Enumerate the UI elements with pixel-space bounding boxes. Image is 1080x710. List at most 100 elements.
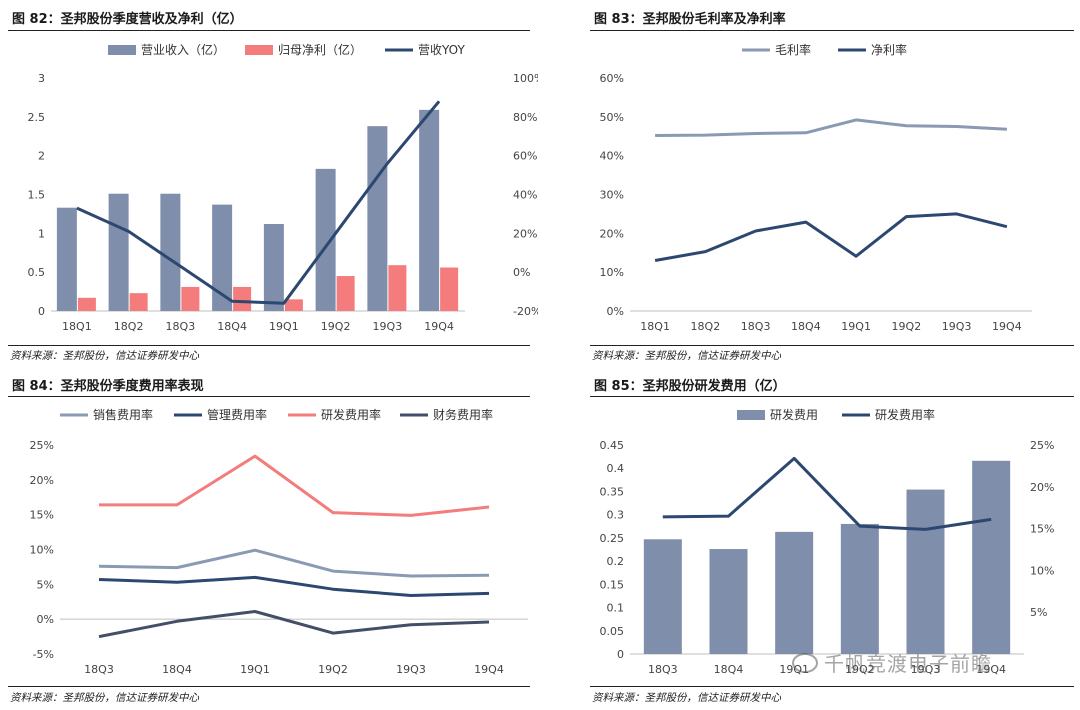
- chart-84-svg: -5% 0% 5% 10% 15% 20% 25% 18Q3 18Q4 19Q1 19Q2 19Q3 1…: [30, 407, 528, 676]
- bar: [440, 267, 459, 311]
- y-tick-label: -5%: [33, 648, 54, 661]
- legend-label: 管理费用率: [207, 407, 267, 422]
- series-line: [99, 454, 490, 517]
- wechat-icon: [792, 653, 818, 673]
- chart-85-svg: 0 0.05 0.1 0.15 0.2 0.25 0.3 0.35 0.4 0.45 5% 10% 15…: [600, 407, 1055, 676]
- y2-tick-label: 20%: [513, 227, 537, 240]
- y2-tick-label: 20%: [1030, 481, 1054, 494]
- chart-title: 图 85：圣邦股份研发费用（亿）: [594, 379, 786, 394]
- x-tick-label: 18Q3: [166, 320, 196, 333]
- legend-swatch: [108, 45, 136, 55]
- bar: [643, 539, 682, 654]
- x-tick-label: 18Q3: [648, 663, 678, 676]
- y2-tick-label: 80%: [513, 111, 537, 124]
- title-rule: [8, 30, 530, 31]
- chart-title: 图 84：圣邦股份季度费用率表现: [12, 379, 204, 394]
- x-tick-label: 19Q3: [373, 320, 403, 333]
- y2-tick-label: 40%: [513, 189, 537, 202]
- x-tick-label: 18Q2: [114, 320, 144, 333]
- y-tick-label: 0.3: [607, 509, 625, 522]
- title-rule: [8, 396, 530, 397]
- x-tick-label: 19Q2: [318, 663, 348, 676]
- x-tick-label: 18Q1: [640, 320, 670, 333]
- source-rule: [8, 686, 530, 687]
- y-tick-label: 15%: [30, 509, 54, 522]
- source-rule: [590, 686, 1074, 687]
- bar: [263, 224, 284, 311]
- y-tick-label: 3: [38, 72, 45, 85]
- y2-tick-label: 15%: [1030, 523, 1054, 536]
- x-tick-label: 18Q4: [162, 663, 192, 676]
- source-note: 资料来源：圣邦股份，信达证券研发中心: [10, 692, 199, 704]
- bar: [160, 193, 181, 311]
- bar: [315, 168, 336, 311]
- chart-title: 图 82：圣邦股份季度营收及净利（亿）: [12, 12, 243, 27]
- bar: [212, 204, 233, 311]
- legend-label: 研发费用: [770, 407, 818, 422]
- legend-label: 研发费用率: [875, 407, 935, 422]
- y-tick-label: 10%: [600, 266, 624, 279]
- source-note: 资料来源：圣邦股份，信达证券研发中心: [592, 350, 781, 362]
- x-tick-label: 18Q1: [62, 320, 92, 333]
- legend-swatch: [245, 45, 273, 55]
- y-tick-label: 30%: [600, 189, 624, 202]
- series-line: [98, 610, 490, 639]
- y-tick-label: 0.4: [607, 462, 625, 475]
- legend-label: 研发费用率: [321, 407, 381, 422]
- series-line: [98, 548, 490, 578]
- x-tick-label: 19Q2: [321, 320, 351, 333]
- x-tick-label: 19Q3: [942, 320, 972, 333]
- y2-tick-label: 0%: [513, 266, 530, 279]
- y-tick-label: 2.5: [28, 111, 46, 124]
- chart-83-svg: 0% 10% 20% 30% 40% 50% 60% 18Q1 18Q2 18Q3 18Q4 19Q1…: [600, 42, 1032, 333]
- bar: [906, 489, 945, 654]
- y-tick-label: 0: [38, 305, 45, 318]
- watermark-text: 千帆竞渡电子前瞻: [824, 652, 992, 676]
- y-tick-label: 1: [38, 227, 45, 240]
- bar: [972, 460, 1011, 654]
- series-line: [655, 118, 1007, 137]
- x-tick-label: 19Q4: [474, 663, 504, 676]
- x-tick-label: 18Q4: [217, 320, 247, 333]
- bar: [840, 523, 879, 654]
- bar: [336, 276, 355, 311]
- y-tick-label: 0: [617, 648, 624, 661]
- y2-tick-label: 100%: [513, 72, 538, 85]
- x-tick-label: 18Q3: [741, 320, 771, 333]
- legend-label: 毛利率: [775, 42, 811, 57]
- x-tick-label: 19Q3: [396, 663, 426, 676]
- bar: [129, 293, 148, 311]
- legend-label: 财务费用率: [433, 407, 493, 422]
- bar: [181, 286, 200, 311]
- legend-label: 销售费用率: [93, 407, 153, 422]
- y-tick-label: 0%: [37, 613, 54, 626]
- legend-label: 归母净利（亿）: [278, 42, 362, 57]
- bar: [56, 207, 77, 311]
- series-line: [76, 100, 441, 305]
- chart-82-svg: 0 0.5 1 1.5 2 2.5 3 -20% 0% 20% 40% 60% 80% 100% 18Q1 1…: [28, 42, 539, 333]
- watermark: 千帆竞渡电子前瞻: [792, 648, 992, 677]
- x-tick-label: 18Q4: [714, 663, 744, 676]
- y-tick-label: 20%: [30, 474, 54, 487]
- source-rule: [8, 345, 530, 346]
- series-line: [662, 456, 992, 531]
- y-tick-label: 0.45: [600, 439, 625, 452]
- y-tick-label: 1.5: [28, 189, 46, 202]
- x-tick-label: 19Q1: [841, 320, 871, 333]
- legend-label: 净利率: [871, 42, 907, 57]
- title-rule: [590, 396, 1074, 397]
- y-tick-label: 0.05: [600, 625, 625, 638]
- y-tick-label: 10%: [30, 544, 54, 557]
- x-tick-label: 19Q4: [992, 320, 1022, 333]
- y2-tick-label: -20%: [513, 305, 538, 318]
- y-tick-label: 0.1: [607, 602, 625, 615]
- bar: [77, 297, 96, 311]
- y-tick-label: 0.5: [28, 266, 46, 279]
- y2-tick-label: 5%: [1030, 606, 1047, 619]
- y-tick-label: 60%: [600, 72, 624, 85]
- bar: [419, 109, 440, 312]
- source-note: 资料来源：圣邦股份，信达证券研发中心: [592, 692, 781, 704]
- x-tick-label: 18Q4: [791, 320, 821, 333]
- y2-tick-label: 10%: [1030, 564, 1054, 577]
- y-tick-label: 50%: [600, 111, 624, 124]
